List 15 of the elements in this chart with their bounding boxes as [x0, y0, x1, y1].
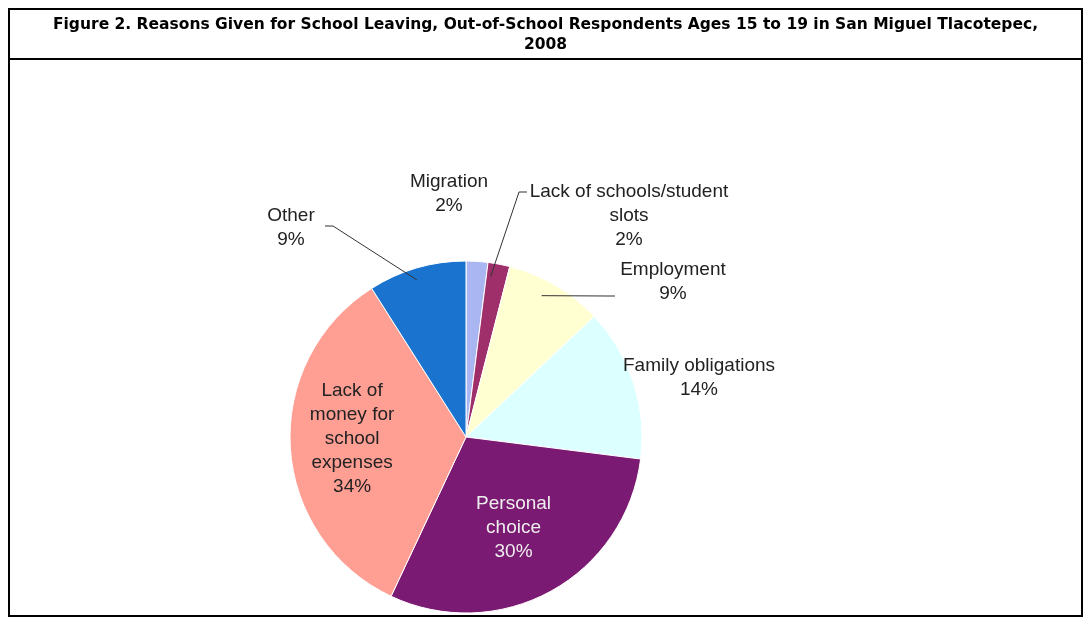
data-label: 2%	[435, 194, 463, 216]
slice-label: Other	[267, 204, 316, 226]
slice-label: Lack of schools/student slots	[529, 180, 729, 226]
data-label: 2%	[615, 228, 643, 250]
data-label: 34%	[333, 474, 372, 496]
slice-label: Lack of money for school expenses	[309, 378, 396, 472]
slice-label: Family obligations	[622, 354, 776, 376]
slice-label: Personal choice	[476, 491, 552, 537]
data-label: 9%	[277, 228, 305, 250]
data-label: 9%	[659, 282, 687, 304]
slice-label: Employment	[620, 258, 727, 280]
data-label: 30%	[494, 539, 533, 561]
data-label: 14%	[679, 378, 719, 400]
slice-label: Migration	[409, 170, 489, 192]
chart-title: Figure 2. Reasons Given for School Leaving, Out-of-School Respondents Ages 15 to 19 in San Miguel Tlacotepec, 2008	[10, 10, 1081, 60]
